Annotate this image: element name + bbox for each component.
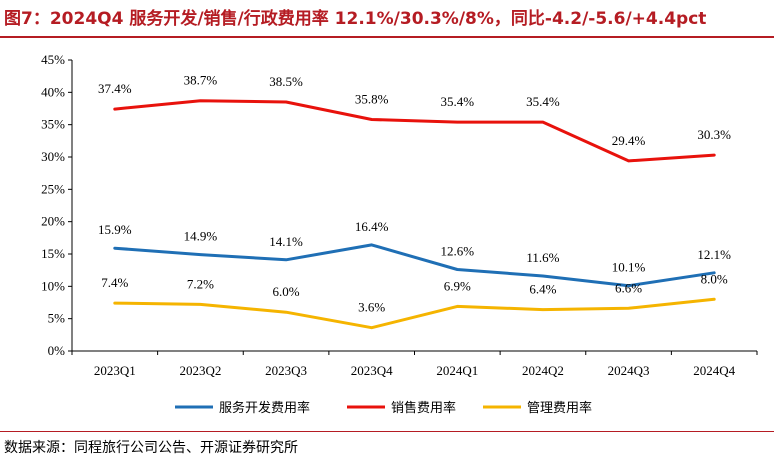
data-label: 38.5% bbox=[269, 74, 303, 89]
figure-title: 图7：2024Q4 服务开发/销售/行政费用率 12.1%/30.3%/8%，同… bbox=[4, 9, 707, 29]
data-label: 6.9% bbox=[444, 278, 471, 293]
data-label: 12.6% bbox=[441, 244, 475, 259]
data-label: 7.2% bbox=[187, 276, 214, 291]
y-tick-label: 30% bbox=[41, 149, 65, 164]
x-tick-label: 2023Q2 bbox=[179, 363, 221, 378]
data-label: 38.7% bbox=[184, 73, 218, 88]
data-label: 14.1% bbox=[269, 234, 303, 249]
series-line-1 bbox=[113, 243, 716, 288]
data-label: 35.4% bbox=[441, 94, 475, 109]
series-line-2 bbox=[113, 99, 716, 163]
y-tick-label: 0% bbox=[48, 343, 66, 358]
data-label: 6.0% bbox=[273, 284, 300, 299]
data-label: 6.4% bbox=[529, 282, 556, 297]
y-tick-label: 35% bbox=[41, 117, 65, 132]
line-chart: 0% 5% 10% 15% 20% 25% 30% 35% 40% 45% 2023Q1 2023Q2… bbox=[41, 52, 758, 416]
legend-label: 销售费用率 bbox=[391, 400, 456, 416]
series-line-3 bbox=[113, 297, 716, 330]
legend-label: 管理费用率 bbox=[527, 400, 592, 416]
x-tick-label: 2023Q4 bbox=[351, 363, 393, 378]
data-label: 29.4% bbox=[612, 133, 646, 148]
x-tick-label: 2024Q3 bbox=[608, 363, 650, 378]
data-label: 10.1% bbox=[612, 260, 646, 275]
data-label: 14.9% bbox=[184, 229, 218, 244]
data-label: 11.6% bbox=[526, 250, 559, 265]
x-tick-label: 2024Q4 bbox=[693, 363, 735, 378]
data-label: 35.4% bbox=[526, 94, 560, 109]
y-tick-label: 5% bbox=[48, 311, 66, 326]
data-label: 12.1% bbox=[697, 247, 731, 262]
y-tick-label: 20% bbox=[41, 214, 65, 229]
y-tick-label: 15% bbox=[41, 246, 65, 261]
data-label: 7.4% bbox=[101, 275, 128, 290]
y-tick-label: 25% bbox=[41, 181, 65, 196]
data-label: 35.8% bbox=[355, 91, 389, 106]
y-tick-label: 40% bbox=[41, 84, 65, 99]
data-label: 3.6% bbox=[358, 300, 385, 315]
data-label: 15.9% bbox=[98, 222, 132, 237]
x-tick-label: 2024Q2 bbox=[522, 363, 564, 378]
y-tick-label: 45% bbox=[41, 52, 65, 67]
data-label: 16.4% bbox=[355, 219, 389, 234]
data-label: 37.4% bbox=[98, 81, 132, 96]
source-note: 数据来源：同程旅行公司公告、开源证券研究所 bbox=[4, 440, 298, 456]
x-tick-label: 2024Q1 bbox=[436, 363, 478, 378]
title-rule bbox=[0, 36, 774, 38]
source-rule bbox=[0, 431, 774, 432]
data-label: 8.0% bbox=[701, 271, 728, 286]
y-tick-label: 10% bbox=[41, 278, 65, 293]
x-tick-label: 2023Q3 bbox=[265, 363, 307, 378]
data-label: 6.6% bbox=[615, 280, 642, 295]
x-tick-label: 2023Q1 bbox=[94, 363, 136, 378]
legend-label: 服务开发费用率 bbox=[219, 400, 310, 416]
data-label: 30.3% bbox=[697, 127, 731, 142]
